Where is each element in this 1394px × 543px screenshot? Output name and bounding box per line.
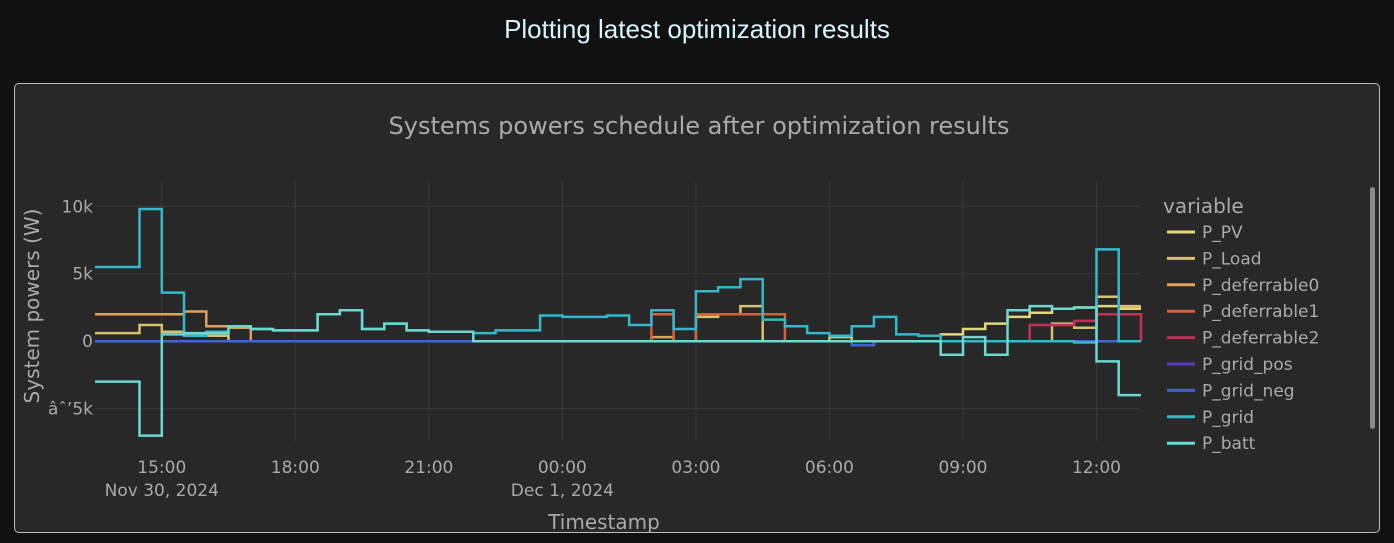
chart-card: 10k 5k 0 âˆ’5k 15:00 Nov 30, 2024 18:00 21:00 0… bbox=[14, 83, 1380, 533]
legend-scrollbar[interactable] bbox=[1370, 187, 1375, 429]
legend-label: P_PV bbox=[1202, 223, 1243, 243]
legend-item-p-batt[interactable]: P_batt bbox=[1167, 434, 1256, 454]
legend-item-p-deferrable1[interactable]: P_deferrable1 bbox=[1167, 302, 1319, 322]
y-axis: 10k 5k 0 âˆ’5k bbox=[48, 197, 93, 419]
x-tick-label: 21:00 bbox=[404, 458, 453, 478]
legend-item-p-pv[interactable]: P_PV bbox=[1167, 223, 1243, 243]
legend-item-p-deferrable2[interactable]: P_deferrable2 bbox=[1167, 329, 1319, 349]
x-tick-label: 09:00 bbox=[938, 458, 987, 478]
horizontal-gridlines bbox=[95, 205, 1141, 410]
y-tick-label: 5k bbox=[72, 265, 93, 285]
series-lines bbox=[95, 207, 1143, 437]
y-axis-label: System powers (W) bbox=[20, 209, 44, 404]
legend-label: P_grid bbox=[1202, 408, 1254, 428]
x-tick-label: 12:00 bbox=[1072, 458, 1121, 478]
x-tick-label: 15:00 bbox=[137, 458, 186, 478]
series-line-p-batt bbox=[95, 304, 1141, 437]
vertical-gridlines bbox=[161, 182, 1097, 441]
legend-label: P_deferrable1 bbox=[1202, 302, 1319, 322]
page-title: Plotting latest optimization results bbox=[504, 14, 890, 44]
x-tick-sublabel: Dec 1, 2024 bbox=[511, 481, 614, 501]
legend-title: variable bbox=[1163, 194, 1244, 218]
legend-label: P_grid_pos bbox=[1202, 355, 1293, 375]
x-tick-sublabel: Nov 30, 2024 bbox=[105, 481, 219, 501]
x-tick-label: 00:00 bbox=[538, 458, 587, 478]
legend-label: P_deferrable0 bbox=[1202, 276, 1319, 296]
chart-title: Systems powers schedule after optimizati… bbox=[389, 112, 1010, 140]
legend: variable P_PV P_Load P_deferrable0 P_deferr… bbox=[1163, 194, 1319, 454]
x-tick-label: 18:00 bbox=[271, 458, 320, 478]
legend-label: P_deferrable2 bbox=[1202, 329, 1319, 349]
legend-item-p-load[interactable]: P_Load bbox=[1167, 249, 1262, 269]
legend-label: P_batt bbox=[1202, 434, 1256, 454]
chart-svg: 10k 5k 0 âˆ’5k 15:00 Nov 30, 2024 18:00 21:00 0… bbox=[20, 112, 1319, 532]
x-axis-label: Timestamp bbox=[547, 510, 660, 532]
legend-label: P_grid_neg bbox=[1202, 381, 1295, 401]
legend-label: P_Load bbox=[1202, 249, 1262, 269]
y-tick-label: 0 bbox=[82, 332, 93, 352]
legend-item-p-grid-pos[interactable]: P_grid_pos bbox=[1167, 355, 1293, 375]
legend-item-p-deferrable0[interactable]: P_deferrable0 bbox=[1167, 276, 1319, 296]
legend-item-p-grid[interactable]: P_grid bbox=[1167, 408, 1254, 428]
legend-item-p-grid-neg[interactable]: P_grid_neg bbox=[1167, 381, 1295, 401]
y-tick-label: 10k bbox=[62, 197, 94, 217]
x-axis: 15:00 Nov 30, 2024 18:00 21:00 00:00 Dec 1, 2… bbox=[105, 458, 1121, 501]
y-tick-label: âˆ’5k bbox=[48, 400, 93, 420]
x-tick-label: 06:00 bbox=[805, 458, 854, 478]
x-tick-label: 03:00 bbox=[671, 458, 720, 478]
